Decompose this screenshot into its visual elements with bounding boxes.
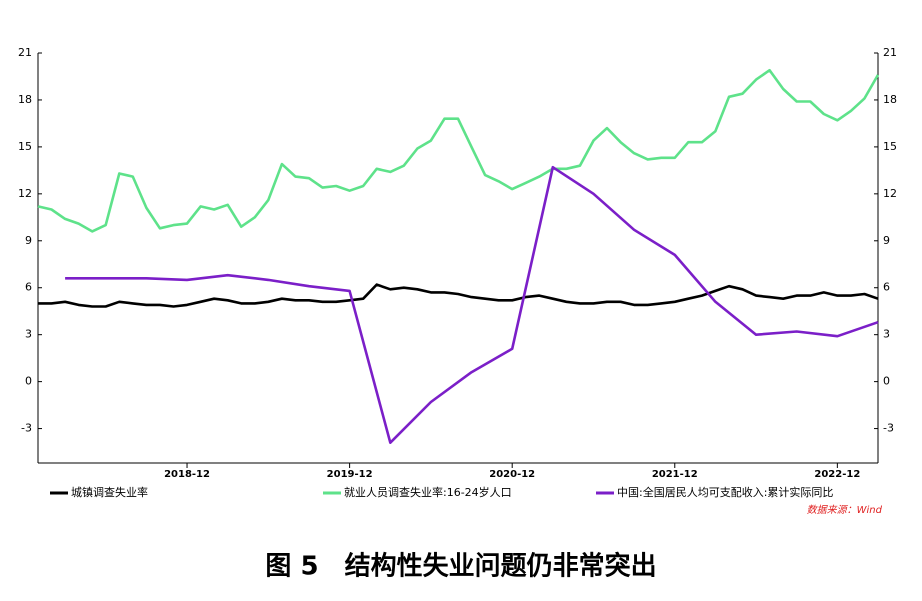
series-line [65,165,879,445]
y2-tick-label: 21 [883,46,897,59]
x-tick-label: 2021-12 [652,469,698,480]
series-line [38,283,879,308]
y-tick-label: 18 [18,93,32,106]
source-note: 数据来源：Wind [807,504,883,516]
y-tick-label: 21 [18,46,32,59]
y-tick-label: 6 [25,281,32,294]
x-tick-label: 2020-12 [489,469,535,480]
chart-title: 图 5 结构性失业问题仍非常突出 [265,551,656,582]
y2-tick-label: 6 [883,281,890,294]
y-tick-label: 3 [25,328,32,341]
x-tick-label: 2019-12 [327,469,373,480]
legend-label: 中国:全国居民人均可支配收入:累计实际同比 [617,485,833,499]
y2-tick-label: 18 [883,93,897,106]
y-tick-label: 15 [18,140,32,153]
x-tick-label: 2022-12 [814,469,860,480]
y2-tick-label: 15 [883,140,897,153]
legend-label: 城镇调查失业率 [71,485,148,499]
y2-tick-label: -3 [883,422,894,435]
series-line [37,68,880,233]
y-tick-label: -3 [21,422,32,435]
y-tick-label: 9 [25,234,32,247]
y2-tick-label: 0 [883,375,890,388]
y2-tick-label: 9 [883,234,890,247]
y2-tick-label: 3 [883,328,890,341]
legend-label: 就业人员调查失业率:16-24岁人口 [344,485,512,499]
y-tick-label: 12 [18,187,32,200]
y-tick-label: 0 [25,375,32,388]
y2-tick-label: 12 [883,187,897,200]
x-tick-label: 2018-12 [164,469,210,480]
